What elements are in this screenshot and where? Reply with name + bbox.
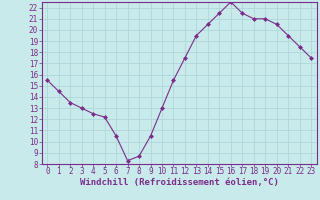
X-axis label: Windchill (Refroidissement éolien,°C): Windchill (Refroidissement éolien,°C) [80, 178, 279, 187]
